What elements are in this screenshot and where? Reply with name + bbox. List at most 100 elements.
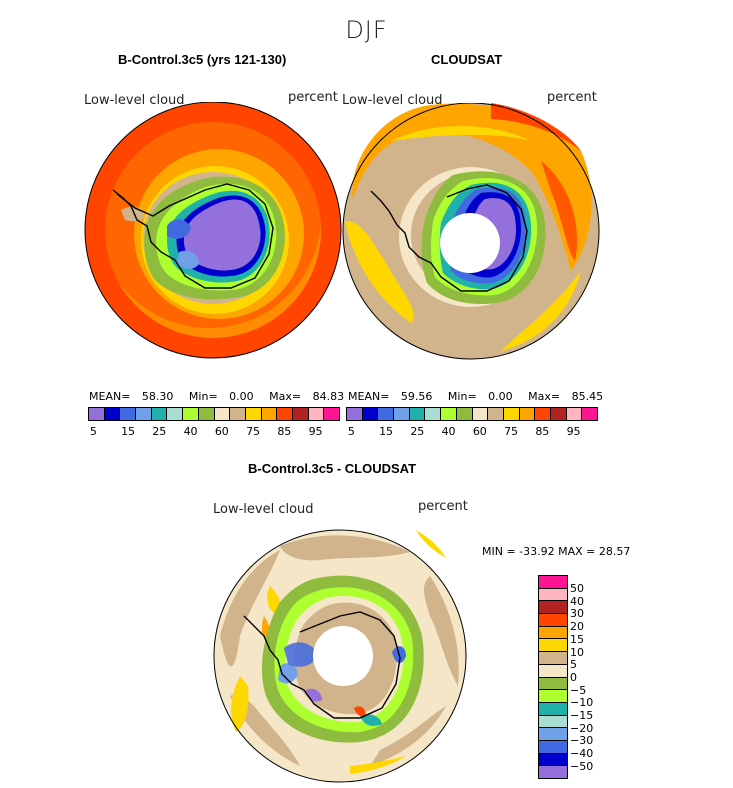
colorbar-swatch (214, 408, 231, 420)
season-title: DJF (345, 16, 388, 44)
colorbar-tick-label: 15 (121, 425, 136, 438)
colorbar-swatch (539, 715, 567, 729)
colorbar-tick-label: 30 (570, 607, 584, 621)
colorbar-swatch (582, 408, 597, 420)
colorbar-swatch (292, 408, 309, 420)
colorbar-swatch (539, 702, 567, 716)
obs-stats: MEAN= 59.56 Min= 0.00 Max= 85.45 (348, 390, 604, 403)
model-colorbar-ticks: 5 15 25 40 60 75 85 95 (88, 425, 338, 439)
colorbar-swatch (539, 664, 567, 678)
colorbar-swatch (539, 740, 567, 754)
colorbar-swatch (198, 408, 215, 420)
colorbar-tick-label: −5 (570, 683, 587, 697)
colorbar-swatch (183, 408, 199, 420)
colorbar-swatch (539, 639, 567, 653)
colorbar-swatch (308, 408, 325, 420)
diff-colorbar (538, 575, 568, 779)
colorbar-swatch (324, 408, 339, 420)
colorbar-swatch (136, 408, 152, 420)
model-coastline (112, 183, 274, 289)
colorbar-swatch (539, 601, 567, 615)
obs-coastline (370, 184, 528, 292)
colorbar-swatch (539, 588, 567, 602)
colorbar-tick-label: 15 (570, 632, 584, 646)
colorbar-swatch (277, 408, 293, 420)
colorbar-tick-label: 25 (410, 425, 425, 438)
model-panel-title: B-Control.3c5 (yrs 121-130) (118, 52, 287, 67)
colorbar-tick-label: 20 (570, 620, 584, 634)
colorbar-tick-label: 40 (441, 425, 456, 438)
diff-minmax: MIN = -33.92 MAX = 28.57 (482, 545, 631, 558)
model-stats: MEAN= 58.30 Min= 0.00 Max= 84.83 (89, 390, 345, 403)
colorbar-tick-label: −50 (570, 759, 594, 773)
colorbar-tick-label: 5 (347, 425, 355, 438)
obs-panel-title: CLOUDSAT (431, 52, 503, 67)
colorbar-swatch (539, 690, 567, 703)
colorbar-swatch (535, 408, 551, 420)
colorbar-tick-label: 85 (535, 425, 550, 438)
colorbar-tick-label: 75 (504, 425, 519, 438)
colorbar-swatch (104, 408, 121, 420)
colorbar-tick-label: 15 (379, 425, 394, 438)
colorbar-tick-label: 40 (570, 594, 584, 608)
diff-colorbar-ticks: 50 40 30 20 15 10 5 0 −5 −10 −15 −20 −30 −40 −50 (570, 582, 610, 774)
colorbar-tick-label: 75 (246, 425, 261, 438)
colorbar-tick-label: 5 (89, 425, 97, 438)
colorbar-tick-label: 95 (308, 425, 323, 438)
colorbar-swatch (539, 614, 567, 627)
colorbar-swatch (89, 408, 105, 420)
colorbar-swatch (151, 408, 168, 420)
obs-polar-map (342, 103, 600, 360)
colorbar-swatch (409, 408, 426, 420)
diff-variable-label: Low-level cloud (213, 502, 314, 517)
obs-units-label: percent (547, 90, 597, 105)
colorbar-tick-label: 40 (183, 425, 198, 438)
colorbar-tick-label: −40 (570, 747, 594, 761)
colorbar-swatch (550, 408, 567, 420)
colorbar-swatch (347, 408, 363, 420)
colorbar-swatch (456, 408, 473, 420)
colorbar-swatch (378, 408, 395, 420)
obs-colorbar (346, 407, 598, 421)
colorbar-swatch (261, 408, 278, 420)
colorbar-tick-label: −30 (570, 734, 594, 748)
colorbar-tick-label: 60 (214, 425, 229, 438)
colorbar-swatch (441, 408, 457, 420)
diff-missing-data-hole (313, 626, 373, 686)
diff-panel-title: B-Control.3c5 - CLOUDSAT (248, 461, 417, 476)
colorbar-swatch (120, 408, 137, 420)
colorbar-swatch (566, 408, 583, 420)
colorbar-swatch (362, 408, 379, 420)
colorbar-tick-label: 0 (570, 670, 577, 684)
diff-coastline (243, 611, 401, 719)
colorbar-tick-label: 10 (570, 645, 584, 659)
colorbar-swatch (539, 677, 567, 691)
colorbar-swatch (539, 766, 567, 778)
model-polar-map (84, 102, 342, 359)
obs-variable-label: Low-level cloud (342, 93, 443, 108)
colorbar-tick-label: −15 (570, 709, 594, 723)
obs-missing-data-hole (440, 213, 500, 273)
colorbar-swatch (394, 408, 410, 420)
colorbar-tick-label: −10 (570, 696, 594, 710)
model-colorbar (88, 407, 340, 421)
colorbar-swatch (488, 408, 504, 420)
colorbar-swatch (230, 408, 246, 420)
colorbar-swatch (539, 728, 567, 741)
colorbar-swatch (539, 652, 567, 665)
colorbar-tick-label: −20 (570, 721, 594, 735)
colorbar-tick-label: 95 (566, 425, 581, 438)
diff-units-label: percent (418, 499, 468, 514)
colorbar-swatch (519, 408, 536, 420)
colorbar-swatch (167, 408, 184, 420)
diff-polar-map (213, 529, 467, 783)
model-variable-label: Low-level cloud (84, 93, 185, 108)
colorbar-tick-label: 5 (570, 658, 577, 672)
colorbar-swatch (245, 408, 262, 420)
colorbar-swatch (425, 408, 442, 420)
colorbar-swatch (539, 626, 567, 640)
colorbar-tick-label: 25 (152, 425, 167, 438)
model-units-label: percent (288, 90, 338, 105)
colorbar-tick-label: 60 (472, 425, 487, 438)
colorbar-tick-label: 50 (570, 582, 584, 595)
